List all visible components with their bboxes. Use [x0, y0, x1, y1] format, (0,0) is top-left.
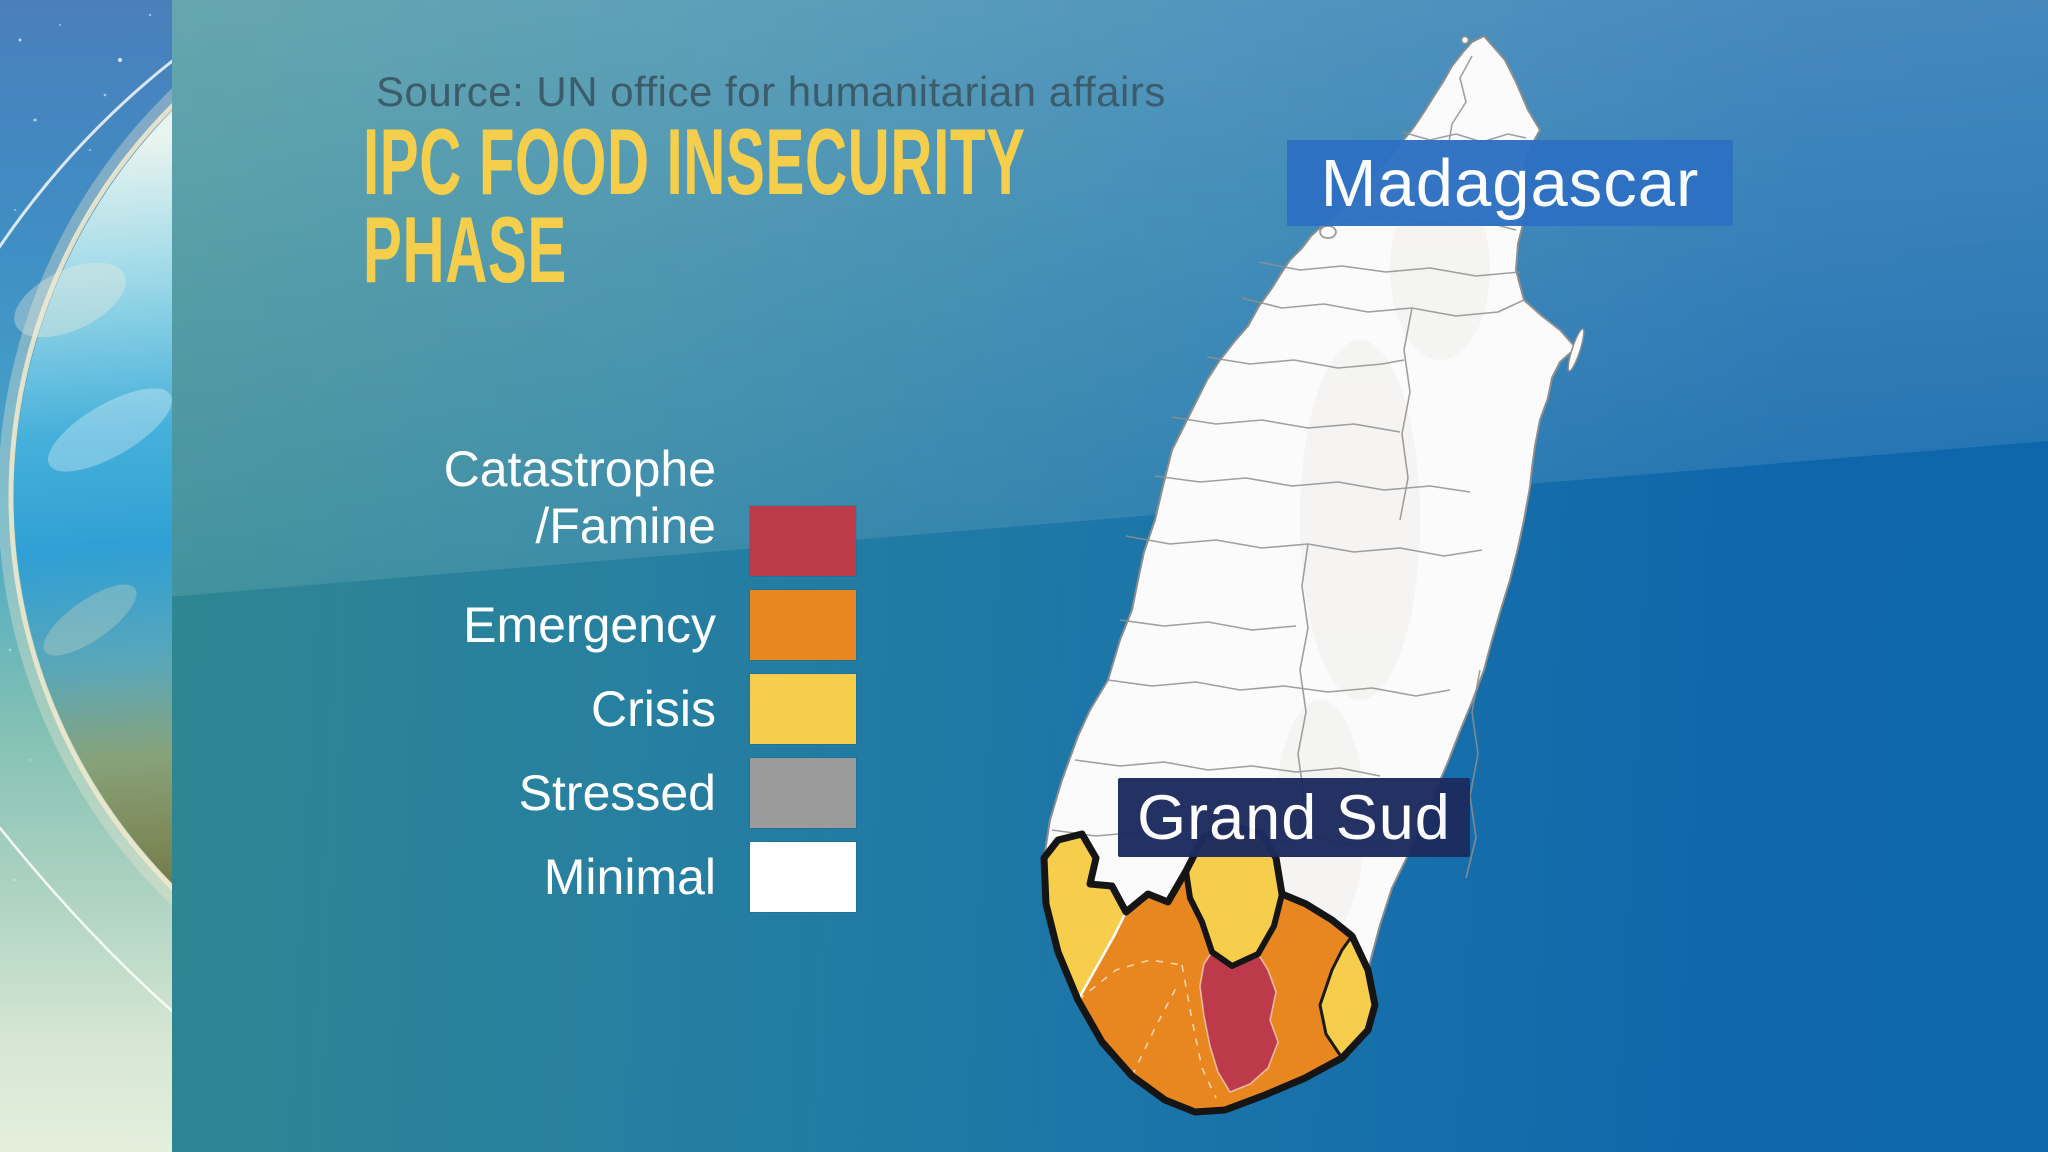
grand-sud-outline: [1040, 822, 1379, 1116]
earth-globe-graphic: [0, 0, 172, 1152]
orbit-arc-bottom: [0, 825, 172, 1013]
grand-sud-district-dashes: [1077, 959, 1217, 1099]
legend-swatch-stressed: [750, 758, 856, 828]
legend-label-catastrophe-famine: Catastrophe /Famine: [443, 441, 716, 554]
title-line-2: PHASE: [363, 197, 567, 302]
legend-swatch-catastrophe-famine: [750, 506, 856, 576]
country-label-badge: Madagascar: [1287, 140, 1733, 226]
page-title: IPC FOOD INSECURITY PHASE: [363, 109, 1432, 302]
region-catastrophe-famine: [1199, 951, 1279, 1093]
title-line-1: IPC FOOD INSECURITY: [363, 109, 1026, 214]
region-label: Grand Sud: [1137, 782, 1451, 853]
legend-label-stressed: Stressed: [518, 765, 716, 821]
islets: [1319, 35, 1585, 372]
legend-label-emergency: Emergency: [463, 597, 716, 653]
orbit-arc-top: [0, 59, 172, 249]
earth-sphere: [0, 88, 172, 906]
legend-label-crisis: Crisis: [591, 681, 716, 737]
legend-swatch-emergency: [750, 590, 856, 660]
legend-swatch-crisis: [750, 674, 856, 744]
studio-backdrop-strip: [0, 0, 172, 1152]
grand-sud-region: [1040, 822, 1379, 1116]
legend-label-minimal: Minimal: [543, 849, 716, 905]
source-attribution: Source: UN office for humanitarian affai…: [376, 68, 1166, 115]
legend-swatch-minimal: [750, 842, 856, 912]
region-label-badge: Grand Sud: [1118, 778, 1470, 857]
country-label: Madagascar: [1320, 145, 1700, 221]
